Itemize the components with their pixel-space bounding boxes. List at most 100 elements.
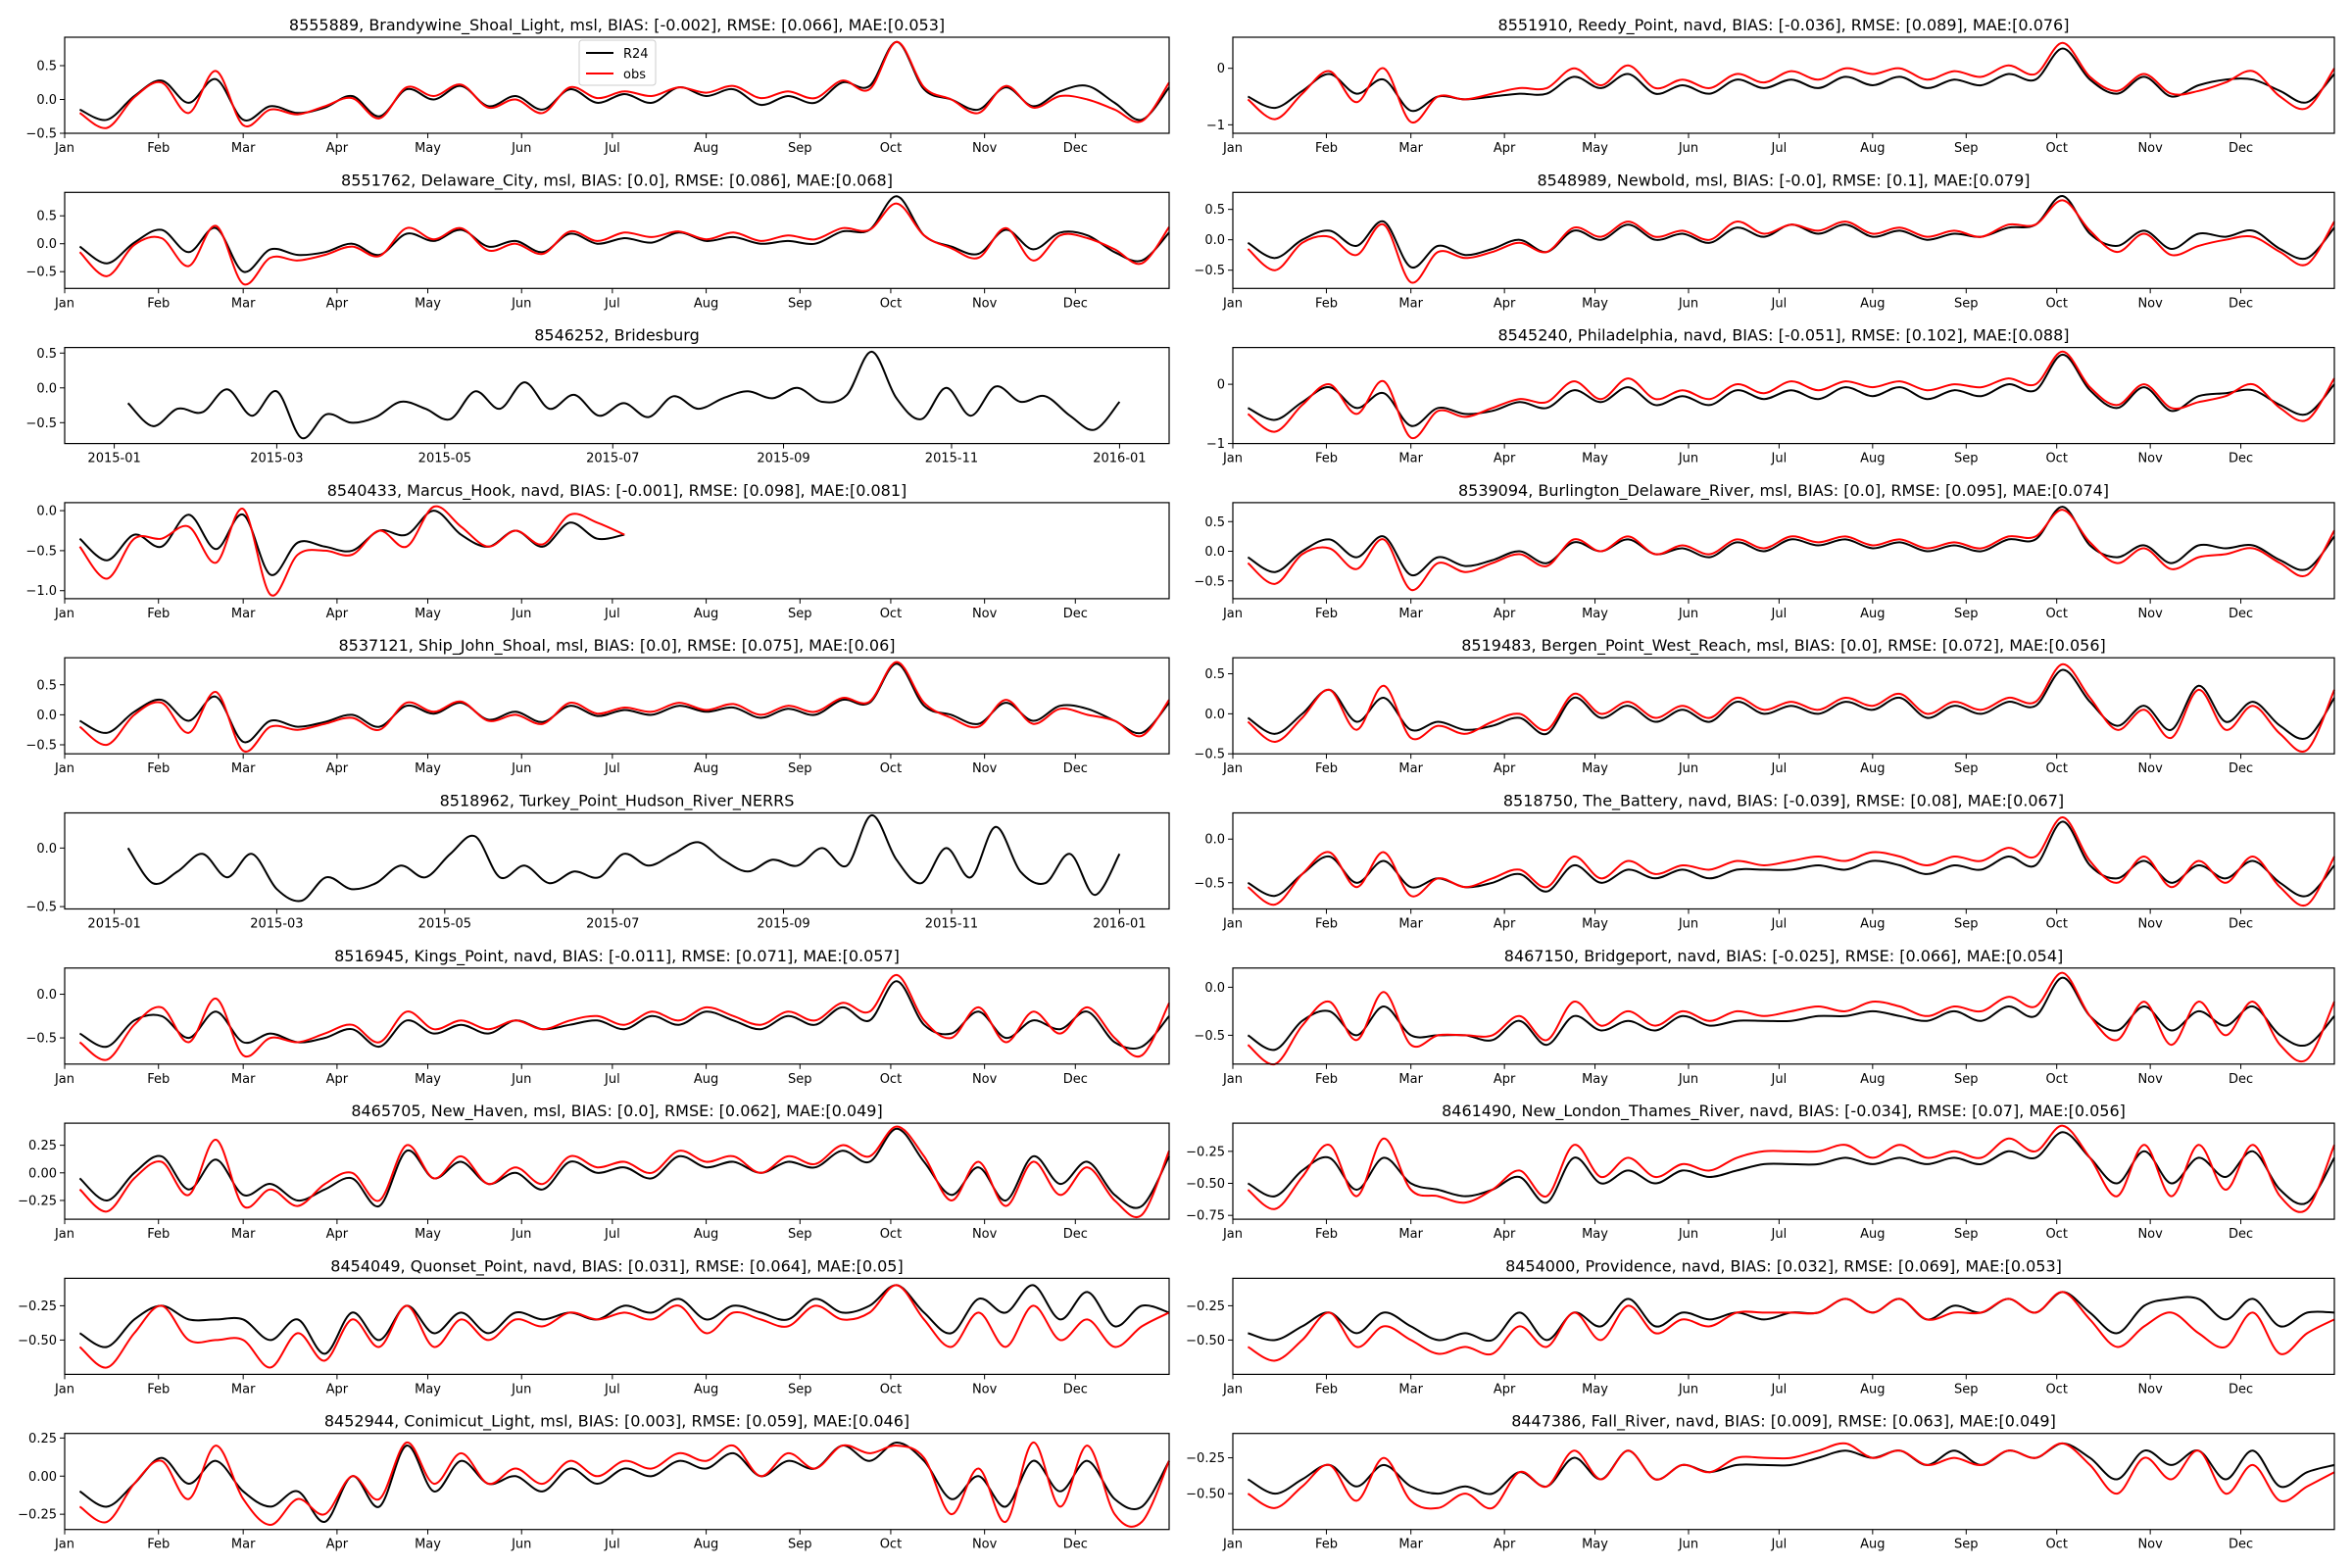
y-tick-label: −0.5	[1194, 264, 1225, 278]
x-tick-label: Sep	[788, 607, 812, 621]
subplot: 8545240, Philadelphia, navd, BIAS: [-0.0…	[1206, 326, 2335, 466]
model-line-r24	[78, 195, 1170, 273]
x-tick-label: Mar	[1398, 296, 1423, 311]
x-tick-label: Mar	[1398, 761, 1423, 776]
model-line-r24	[1247, 1131, 2335, 1205]
y-tick-label: 0	[1217, 62, 1225, 76]
x-tick-label: Mar	[1398, 452, 1423, 466]
obs-line	[78, 1284, 1170, 1369]
x-tick-label: Jan	[1222, 452, 1243, 466]
subplot: 8551762, Delaware_City, msl, BIAS: [0.0]…	[25, 171, 1170, 311]
x-tick-label: Jun	[511, 1382, 531, 1396]
subplot-title: 8551762, Delaware_City, msl, BIAS: [0.0]…	[341, 171, 893, 190]
obs-line	[78, 973, 1170, 1061]
subplot: 8539094, Burlington_Delaware_River, msl,…	[1194, 481, 2335, 621]
x-tick-label: Jun	[1678, 1538, 1698, 1552]
x-tick-label: Aug	[1860, 761, 1885, 776]
x-tick-label: Apr	[326, 1538, 349, 1552]
x-tick-label: Feb	[147, 1538, 170, 1552]
subplot: 8537121, Ship_John_Shoal, msl, BIAS: [0.…	[25, 636, 1170, 776]
x-tick-label: 2016-01	[1093, 452, 1146, 466]
x-tick-label: Feb	[1315, 141, 1338, 156]
x-tick-label: Jun	[1678, 917, 1698, 932]
y-tick-label: 0.00	[28, 1166, 57, 1181]
x-tick-label: Jan	[54, 607, 74, 621]
x-tick-label: Dec	[2229, 607, 2253, 621]
x-tick-label: 2015-05	[418, 452, 471, 466]
x-tick-label: Oct	[2045, 1227, 2067, 1242]
x-tick-label: Jul	[1771, 917, 1788, 932]
subplot: 8461490, New_London_Thames_River, navd, …	[1186, 1102, 2335, 1242]
x-tick-label: Apr	[1494, 1227, 1516, 1242]
x-tick-label: Dec	[1063, 1227, 1088, 1242]
x-tick-label: Dec	[2229, 1538, 2253, 1552]
y-tick-label: 0.25	[28, 1139, 57, 1153]
x-tick-label: Sep	[1954, 761, 1979, 776]
x-tick-label: Dec	[1063, 141, 1088, 156]
x-tick-label: Sep	[1954, 917, 1979, 932]
model-line-r24	[78, 1127, 1170, 1209]
x-tick-label: Jul	[1771, 452, 1788, 466]
x-tick-label: Jan	[1222, 607, 1243, 621]
x-tick-label: Feb	[1315, 1382, 1338, 1396]
x-tick-label: Jun	[511, 1072, 531, 1087]
obs-line	[1247, 1291, 2335, 1362]
axes-frame	[1232, 1433, 2335, 1531]
x-tick-label: May	[415, 1538, 441, 1552]
x-tick-label: 2015-09	[757, 452, 809, 466]
x-tick-label: Mar	[231, 761, 256, 776]
model-line-r24	[78, 40, 1170, 122]
y-tick-label: 0.0	[1204, 233, 1225, 248]
x-tick-label: Jun	[1678, 452, 1698, 466]
x-tick-label: Feb	[147, 1382, 170, 1396]
x-tick-label: Mar	[231, 1538, 256, 1552]
y-tick-label: 0.0	[36, 237, 57, 252]
x-tick-label: Jul	[1771, 1227, 1788, 1242]
x-tick-label: Jul	[604, 1227, 620, 1242]
subplot-title: 8454000, Providence, navd, BIAS: [0.032]…	[1505, 1256, 2062, 1275]
x-tick-label: Aug	[694, 1072, 718, 1087]
obs-line	[1247, 816, 2335, 907]
x-tick-label: Sep	[788, 1072, 812, 1087]
x-tick-label: Feb	[1315, 761, 1338, 776]
obs-line	[1247, 41, 2335, 123]
axes-frame	[1232, 1277, 2335, 1376]
y-tick-label: −0.25	[1186, 1299, 1225, 1314]
x-tick-label: Aug	[1860, 1227, 1885, 1242]
x-tick-label: Jan	[54, 1382, 74, 1396]
x-tick-label: Aug	[694, 1227, 718, 1242]
x-tick-label: Aug	[1860, 296, 1885, 311]
x-tick-label: Jan	[54, 761, 74, 776]
x-tick-label: Aug	[1860, 1538, 1885, 1552]
x-tick-label: Oct	[880, 141, 902, 156]
y-tick-label: 0.00	[28, 1470, 57, 1485]
x-tick-label: Sep	[1954, 1538, 1979, 1552]
x-tick-label: Oct	[880, 1538, 902, 1552]
x-tick-label: Jun	[1678, 607, 1698, 621]
x-tick-label: Feb	[1315, 1072, 1338, 1087]
model-line-r24	[1247, 976, 2335, 1052]
x-tick-label: May	[415, 607, 441, 621]
x-tick-label: Oct	[880, 607, 902, 621]
obs-line	[1247, 509, 2335, 591]
y-tick-label: 0.0	[36, 988, 57, 1003]
obs-line	[1247, 662, 2335, 753]
x-tick-label: Apr	[1494, 1382, 1516, 1396]
x-tick-label: Apr	[1494, 1072, 1516, 1087]
obs-line	[78, 40, 1170, 129]
x-tick-label: 2015-11	[925, 917, 978, 932]
x-tick-label: Apr	[1494, 607, 1516, 621]
subplot-title: 8452944, Conimicut_Light, msl, BIAS: [0.…	[324, 1412, 909, 1432]
axes-frame	[64, 36, 1170, 134]
x-tick-label: Mar	[231, 1382, 256, 1396]
y-tick-label: 0.0	[36, 709, 57, 723]
x-tick-label: May	[1582, 917, 1608, 932]
y-tick-label: −0.25	[18, 1194, 57, 1208]
subplot: 8452944, Conimicut_Light, msl, BIAS: [0.…	[18, 1412, 1170, 1552]
x-tick-label: Aug	[1860, 917, 1885, 932]
x-tick-label: Feb	[147, 1072, 170, 1087]
x-tick-label: Jun	[1678, 296, 1698, 311]
x-tick-label: Aug	[1860, 1382, 1885, 1396]
x-tick-label: Dec	[2229, 917, 2253, 932]
x-tick-label: Jan	[1222, 761, 1243, 776]
